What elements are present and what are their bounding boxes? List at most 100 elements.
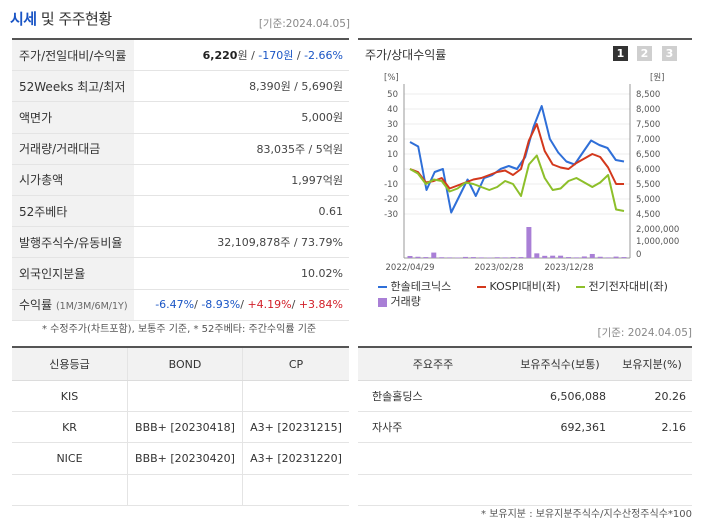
table-row: KIS <box>12 380 349 413</box>
volume-bar <box>518 257 524 258</box>
price-return-chart: [%] [원] 50 40 30 20 10 0 -10 -20 -30 8,500 8,000 7… <box>384 73 679 273</box>
volume-bar <box>542 255 548 258</box>
return-3m: -8.93% <box>201 298 241 312</box>
bond-cell: BBB+ [20230420] <box>127 442 243 475</box>
cp-cell <box>242 380 349 413</box>
legend-label: 거래량 <box>390 295 421 308</box>
volume-bar <box>581 256 587 258</box>
left-tick-label: 0 <box>393 165 398 175</box>
row-label: 거래량/거래대금 <box>12 133 134 165</box>
volume-bar <box>605 257 611 258</box>
bond-cell <box>127 474 243 506</box>
volume-tick: 2,000,000 <box>636 225 679 235</box>
volume-bar <box>486 257 492 259</box>
return-1m: -6.47% <box>155 298 195 312</box>
left-tick-label: 30 <box>387 120 398 130</box>
cp-cell: A3+ [20231220] <box>242 442 349 475</box>
basis-date: [기준:2024.04.05] <box>258 18 350 30</box>
table-row: 외국인지분율 10.02% <box>12 257 349 290</box>
right-tick-label: 7,000 <box>636 135 660 145</box>
volume-bar <box>423 257 429 258</box>
table-row: 한솔홀딩스 6,506,088 20.26 <box>358 380 692 413</box>
table-row <box>12 474 349 506</box>
column-header: 보유주식수(보통) <box>508 347 612 381</box>
row-value: 10.02% <box>134 257 349 290</box>
price-rate: -2.66% <box>304 49 343 63</box>
right-axis-unit: [원] <box>650 73 664 83</box>
left-tick-label: -30 <box>384 210 398 220</box>
market-footnote: * 수정주가(차트포함), 보통주 기준, * 52주베타: 주간수익률 기준 <box>42 324 317 335</box>
volume-bar <box>470 257 476 258</box>
volume-bar <box>550 255 556 258</box>
price-cell: 6,220원 / -170원 / -2.66% <box>134 39 349 72</box>
x-tick-label: 2023/02/28 <box>475 263 524 273</box>
table-row <box>358 474 692 506</box>
holder-shares <box>508 442 612 475</box>
table-row: 자사주 692,361 2.16 <box>358 411 692 444</box>
row-label: 52주베타 <box>12 195 134 228</box>
chart-tab-1[interactable]: 1 <box>613 46 628 61</box>
volume-bar <box>478 257 484 258</box>
volume-bar <box>589 253 595 258</box>
agency-cell <box>12 474 128 506</box>
volume-bar <box>415 256 421 258</box>
left-tick-label: -20 <box>384 195 398 205</box>
row-label: 52Weeks 최고/최저 <box>12 70 134 103</box>
return-6m: +4.19% <box>247 298 292 312</box>
volume-bar <box>502 257 508 258</box>
major-shareholders-table: 주요주주 보유주식수(보통) 보유지분(%) 한솔홀딩스 6,506,088 2… <box>358 346 692 506</box>
volume-bar <box>566 257 572 258</box>
agency-cell: NICE <box>12 442 128 475</box>
cp-cell <box>242 474 349 506</box>
right-tick-label: 8,000 <box>636 105 660 115</box>
volume-bar <box>558 255 564 258</box>
volume-bar <box>597 256 603 258</box>
section-title: 시세 및 주주현황 <box>10 8 112 29</box>
row-value: 5,000원 <box>134 101 349 134</box>
row-label: 수익률 (1M/3M/6M/1Y) <box>12 289 134 321</box>
left-tick-label: 10 <box>387 150 398 160</box>
table-row: KR BBB+ [20230418] A3+ [20231215] <box>12 411 349 444</box>
chart-tab-2[interactable]: 2 <box>637 46 652 61</box>
section-title-suffix: 및 주주현황 <box>40 10 112 28</box>
volume-bar <box>462 256 468 258</box>
chart-tab-3[interactable]: 3 <box>662 46 677 61</box>
table-row: 수익률 (1M/3M/6M/1Y) -6.47%/ -8.93%/ +4.19%… <box>12 289 349 321</box>
holder-ratio <box>612 442 692 475</box>
holder-ratio: 2.16 <box>612 411 692 444</box>
legend-label: 한솔테크닉스 <box>390 280 452 293</box>
legend-line-icon <box>576 286 585 288</box>
returns-label: 수익률 <box>19 298 53 313</box>
volume-tick: 1,000,000 <box>636 237 679 247</box>
holder-shares <box>508 474 612 506</box>
table-row: 52주베타 0.61 <box>12 195 349 228</box>
right-tick-label: 8,500 <box>636 90 660 100</box>
left-tick-label: -10 <box>384 180 398 190</box>
holder-ratio: 20.26 <box>612 380 692 413</box>
table-row: 시가총액 1,997억원 <box>12 164 349 196</box>
series-line <box>409 123 624 190</box>
volume-bar <box>510 257 516 258</box>
series-line <box>409 105 625 214</box>
current-price: 6,220 <box>202 49 238 63</box>
legend-electronics: 전기전자대비(좌) <box>576 278 668 294</box>
row-label: 주가/전일대비/수익률 <box>12 39 134 72</box>
cp-cell: A3+ [20231215] <box>242 411 349 444</box>
volume-bar <box>439 257 445 258</box>
table-row: 액면가 5,000원 <box>12 101 349 134</box>
legend-volume: 거래량 <box>378 293 421 309</box>
table-row: 주가/전일대비/수익률 6,220원 / -170원 / -2.66% <box>12 39 349 72</box>
table-row <box>358 442 692 475</box>
volume-bar <box>494 257 500 258</box>
column-header: CP <box>242 347 349 381</box>
column-header: 신용등급 <box>12 347 128 381</box>
market-info-table: 주가/전일대비/수익률 6,220원 / -170원 / -2.66% 52We… <box>12 38 349 321</box>
volume-bar <box>407 255 413 258</box>
chart-panel <box>358 38 692 318</box>
x-tick-label: 2022/04/29 <box>386 263 435 273</box>
right-tick-label: 5,500 <box>636 180 660 190</box>
legend-line-icon <box>378 286 387 288</box>
table-row: 52Weeks 최고/최저 8,390원 / 5,690원 <box>12 70 349 103</box>
row-value: 8,390원 / 5,690원 <box>134 70 349 103</box>
legend-kospi: KOSPI대비(좌) <box>477 278 561 294</box>
